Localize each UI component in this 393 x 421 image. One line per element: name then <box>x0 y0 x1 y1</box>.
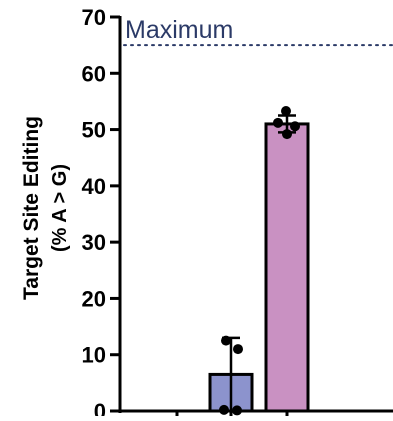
data-point <box>290 121 300 132</box>
y-tick-label: 10 <box>82 343 106 368</box>
y-tick-label: 0 <box>94 399 106 416</box>
reference-line-label: Maximum <box>125 16 233 44</box>
y-tick-label: 40 <box>82 174 106 199</box>
y-axis-title-group: Target Site Editing (% A > G) <box>20 116 71 300</box>
data-point <box>221 335 231 346</box>
bar <box>264 122 310 413</box>
y-axis-subtitle: (% A > G) <box>49 164 71 252</box>
data-point <box>273 117 283 128</box>
y-tick-label: 50 <box>82 118 106 143</box>
y-axis-title: Target Site Editing <box>20 116 43 300</box>
y-tick-label: 70 <box>82 5 106 30</box>
data-point <box>281 105 291 116</box>
y-tick-label: 20 <box>82 286 106 311</box>
y-tick-label: 60 <box>82 61 106 86</box>
data-point <box>282 129 292 140</box>
data-point <box>233 344 243 355</box>
plot-area: Maximum 0 10 20 30 40 50 60 70 <box>82 5 393 421</box>
y-tick-label: 30 <box>82 230 106 255</box>
